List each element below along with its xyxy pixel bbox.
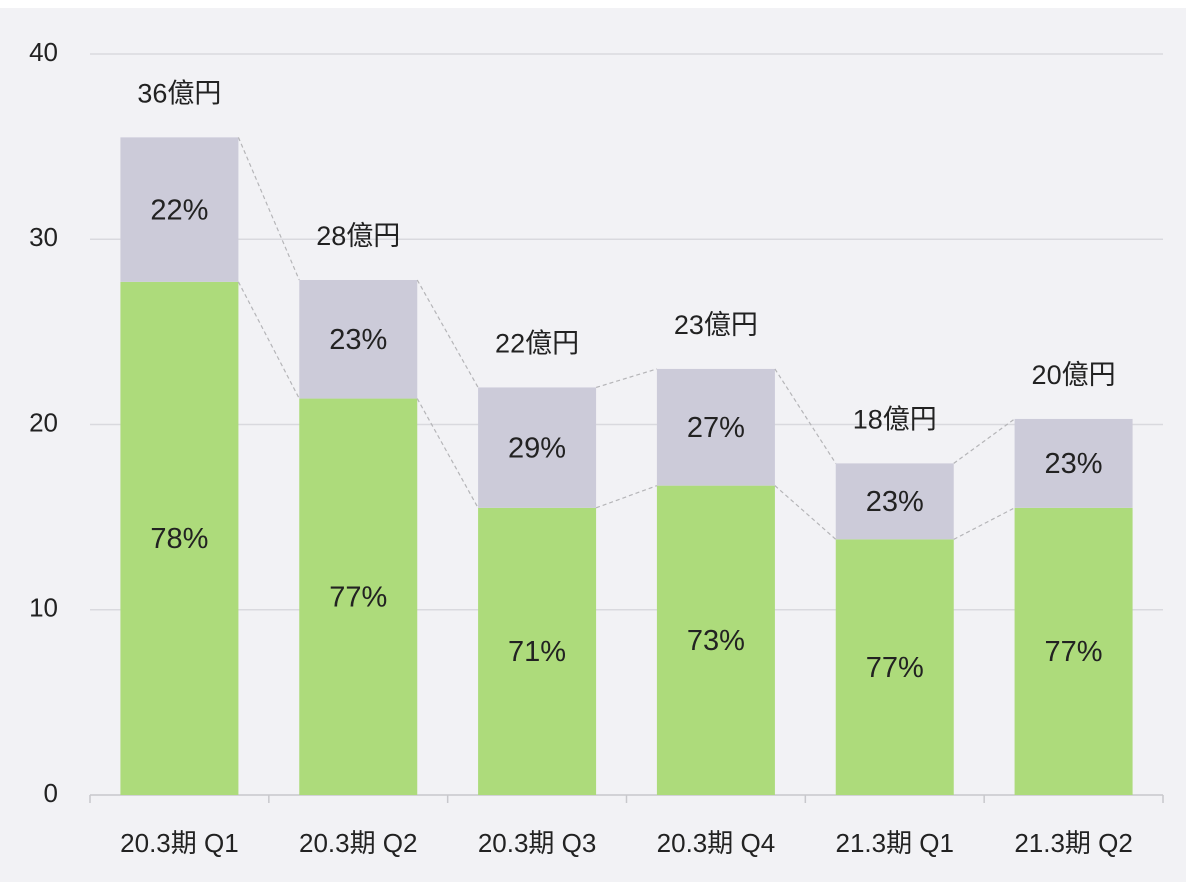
y-tick-label: 30 xyxy=(29,222,58,252)
connector-line xyxy=(595,485,658,509)
segment-label: 29% xyxy=(508,432,566,464)
x-tick-label: 20.3期 Q4 xyxy=(657,828,776,858)
segment-label: 77% xyxy=(329,581,387,613)
bar-segment xyxy=(835,539,954,795)
segment-label: 77% xyxy=(866,652,924,684)
connector-line xyxy=(774,368,837,464)
segment-label: 23% xyxy=(329,324,387,356)
total-label: 23億円 xyxy=(674,310,758,340)
total-label: 20億円 xyxy=(1032,360,1116,390)
total-label: 28億円 xyxy=(316,221,400,251)
bar-segment xyxy=(478,387,597,508)
connector-line xyxy=(953,418,1015,464)
total-label: 22億円 xyxy=(495,329,579,359)
connector-line xyxy=(237,137,300,281)
bar-segment xyxy=(1014,507,1133,795)
segment-label: 78% xyxy=(150,523,208,555)
segment-label: 73% xyxy=(687,625,745,657)
bar-segment xyxy=(1014,418,1133,508)
bar-segment xyxy=(120,281,239,795)
x-tick-label: 20.3期 Q1 xyxy=(120,828,239,858)
segment-label: 27% xyxy=(687,412,745,444)
total-label: 18億円 xyxy=(853,405,937,435)
connector-line xyxy=(953,507,1015,540)
total-label: 36億円 xyxy=(137,78,221,108)
bar-segment xyxy=(656,368,775,486)
bar-segment xyxy=(120,137,239,282)
x-tick-label: 21.3期 Q2 xyxy=(1014,828,1133,858)
bar-segment xyxy=(478,507,597,795)
y-tick-label: 20 xyxy=(29,407,58,437)
y-tick-label: 40 xyxy=(29,37,58,67)
segment-label: 71% xyxy=(508,636,566,668)
x-tick-label: 20.3期 Q2 xyxy=(299,828,418,858)
x-tick-label: 20.3期 Q3 xyxy=(478,828,597,858)
connector-line xyxy=(595,368,658,389)
segment-label: 23% xyxy=(1045,448,1103,480)
segment-label: 23% xyxy=(866,486,924,518)
segment-label: 22% xyxy=(150,194,208,226)
bar-segment xyxy=(299,280,418,399)
bar-segment xyxy=(835,463,954,540)
connector-line xyxy=(237,281,300,399)
x-tick-label: 21.3期 Q1 xyxy=(835,828,954,858)
y-tick-label: 0 xyxy=(44,778,58,808)
bar-segment xyxy=(656,485,775,795)
bar-segment xyxy=(299,398,418,795)
y-tick-label: 10 xyxy=(29,593,58,623)
segment-label: 77% xyxy=(1045,636,1103,668)
